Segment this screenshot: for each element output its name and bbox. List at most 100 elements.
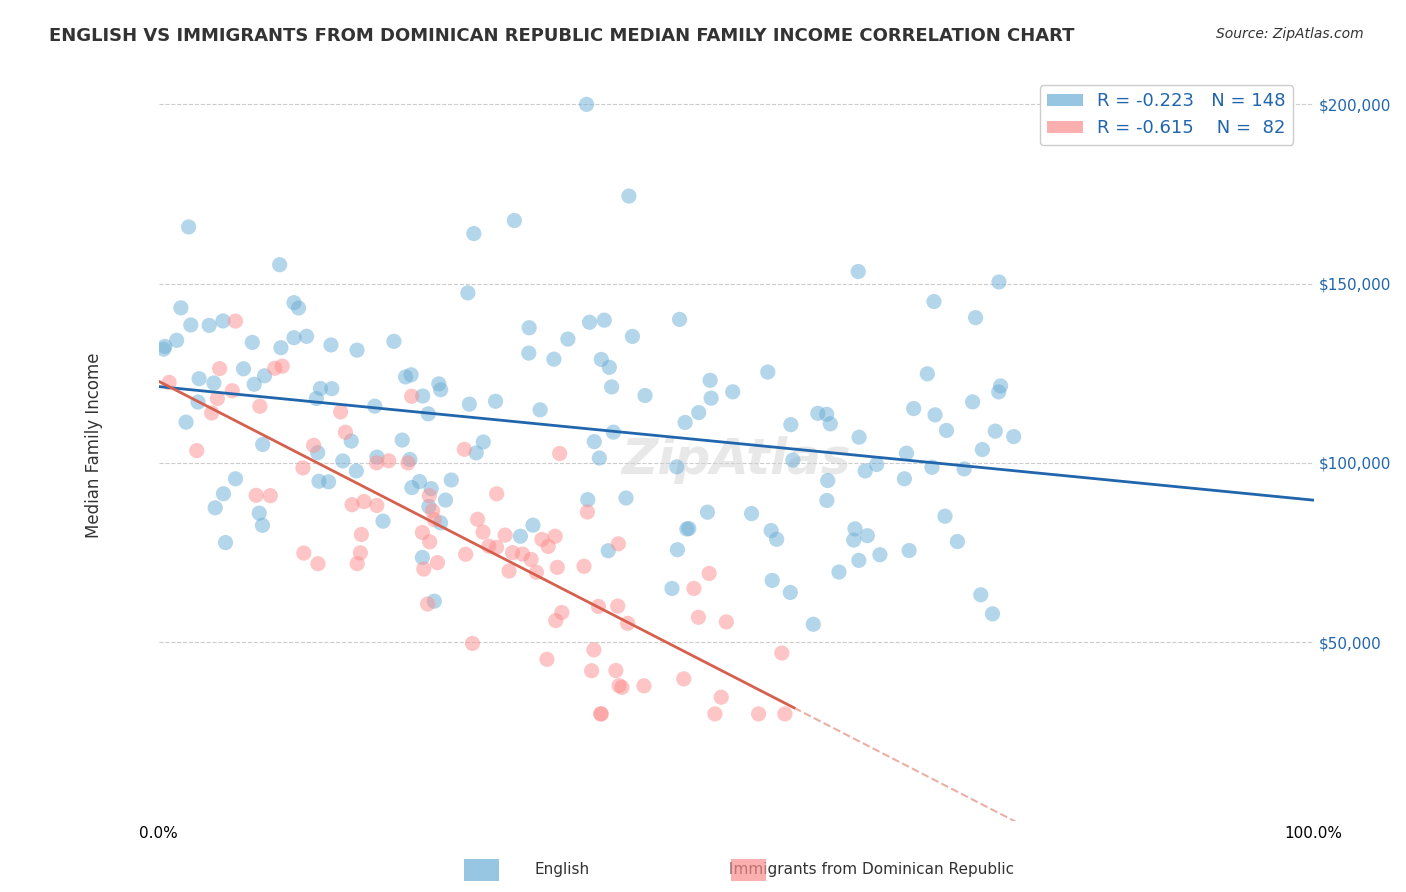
Point (198, 318, 221, 333)
Point (252, 518, 274, 533)
Point (418, 500, 440, 514)
Point (537, 540, 560, 554)
Point (177, 219, 200, 234)
Point (748, 706, 770, 721)
Point (423, 513, 446, 527)
Point (332, 454, 354, 468)
Point (773, 706, 796, 721)
Point (551, 606, 574, 620)
Point (287, 301, 309, 315)
Point (188, 372, 211, 386)
Point (621, 329, 644, 343)
Point (665, 459, 688, 474)
Point (398, 452, 420, 467)
Point (703, 706, 725, 721)
Point (225, 472, 247, 486)
Point (152, 342, 174, 356)
Point (517, 320, 540, 334)
Point (340, 498, 363, 512)
Point (557, 332, 579, 346)
Point (588, 599, 610, 614)
Point (396, 456, 419, 470)
Point (166, 334, 188, 348)
Point (427, 376, 450, 391)
Point (576, 492, 599, 507)
Point (212, 487, 235, 501)
Point (416, 597, 439, 611)
Point (484, 394, 506, 409)
Point (844, 522, 866, 536)
Point (842, 533, 865, 547)
Point (924, 408, 946, 422)
Point (898, 543, 921, 558)
Point (606, 599, 628, 614)
Point (418, 489, 440, 503)
Point (987, 384, 1010, 399)
Point (616, 616, 638, 631)
Point (207, 392, 229, 406)
Point (170, 301, 193, 315)
Point (371, 514, 394, 528)
Point (946, 534, 969, 549)
Point (779, 585, 801, 599)
Point (666, 542, 689, 557)
Point (224, 314, 246, 328)
Point (544, 529, 567, 543)
Point (429, 383, 451, 397)
Point (548, 446, 571, 460)
Point (232, 361, 254, 376)
Point (922, 294, 945, 309)
Point (598, 360, 620, 375)
Point (457, 285, 479, 300)
Point (502, 546, 524, 560)
Point (668, 312, 690, 326)
Point (970, 588, 993, 602)
Point (291, 461, 314, 475)
Point (399, 368, 422, 382)
Point (896, 446, 918, 460)
Point (401, 389, 423, 403)
Point (593, 313, 616, 327)
Point (582, 643, 605, 657)
Point (461, 636, 484, 650)
Point (807, 406, 830, 420)
Point (377, 454, 399, 468)
Point (984, 424, 1007, 438)
Point (716, 615, 738, 629)
Point (319, 338, 342, 352)
Point (420, 482, 443, 496)
Point (426, 556, 449, 570)
Point (202, 376, 225, 390)
Point (634, 388, 657, 402)
Point (283, 331, 305, 345)
Point (201, 406, 224, 420)
Point (903, 401, 925, 416)
Point (423, 594, 446, 608)
Point (517, 346, 540, 360)
Point (422, 504, 444, 518)
Point (759, 524, 782, 538)
Point (247, 506, 270, 520)
Point (221, 384, 243, 398)
Point (153, 339, 176, 353)
Text: Immigrants from Dominican Republic: Immigrants from Dominican Republic (730, 863, 1014, 877)
Point (187, 395, 209, 409)
Point (366, 499, 388, 513)
Point (591, 352, 613, 367)
Point (408, 475, 430, 489)
Point (683, 582, 706, 596)
Point (440, 473, 463, 487)
Point (485, 487, 508, 501)
Point (761, 574, 783, 588)
Point (434, 493, 457, 508)
Point (633, 679, 655, 693)
Point (536, 652, 558, 666)
Point (270, 341, 292, 355)
Point (721, 384, 744, 399)
Point (472, 525, 495, 540)
Point (498, 564, 520, 578)
Point (411, 525, 433, 540)
Point (770, 646, 793, 660)
Point (583, 434, 606, 449)
Point (815, 407, 838, 421)
